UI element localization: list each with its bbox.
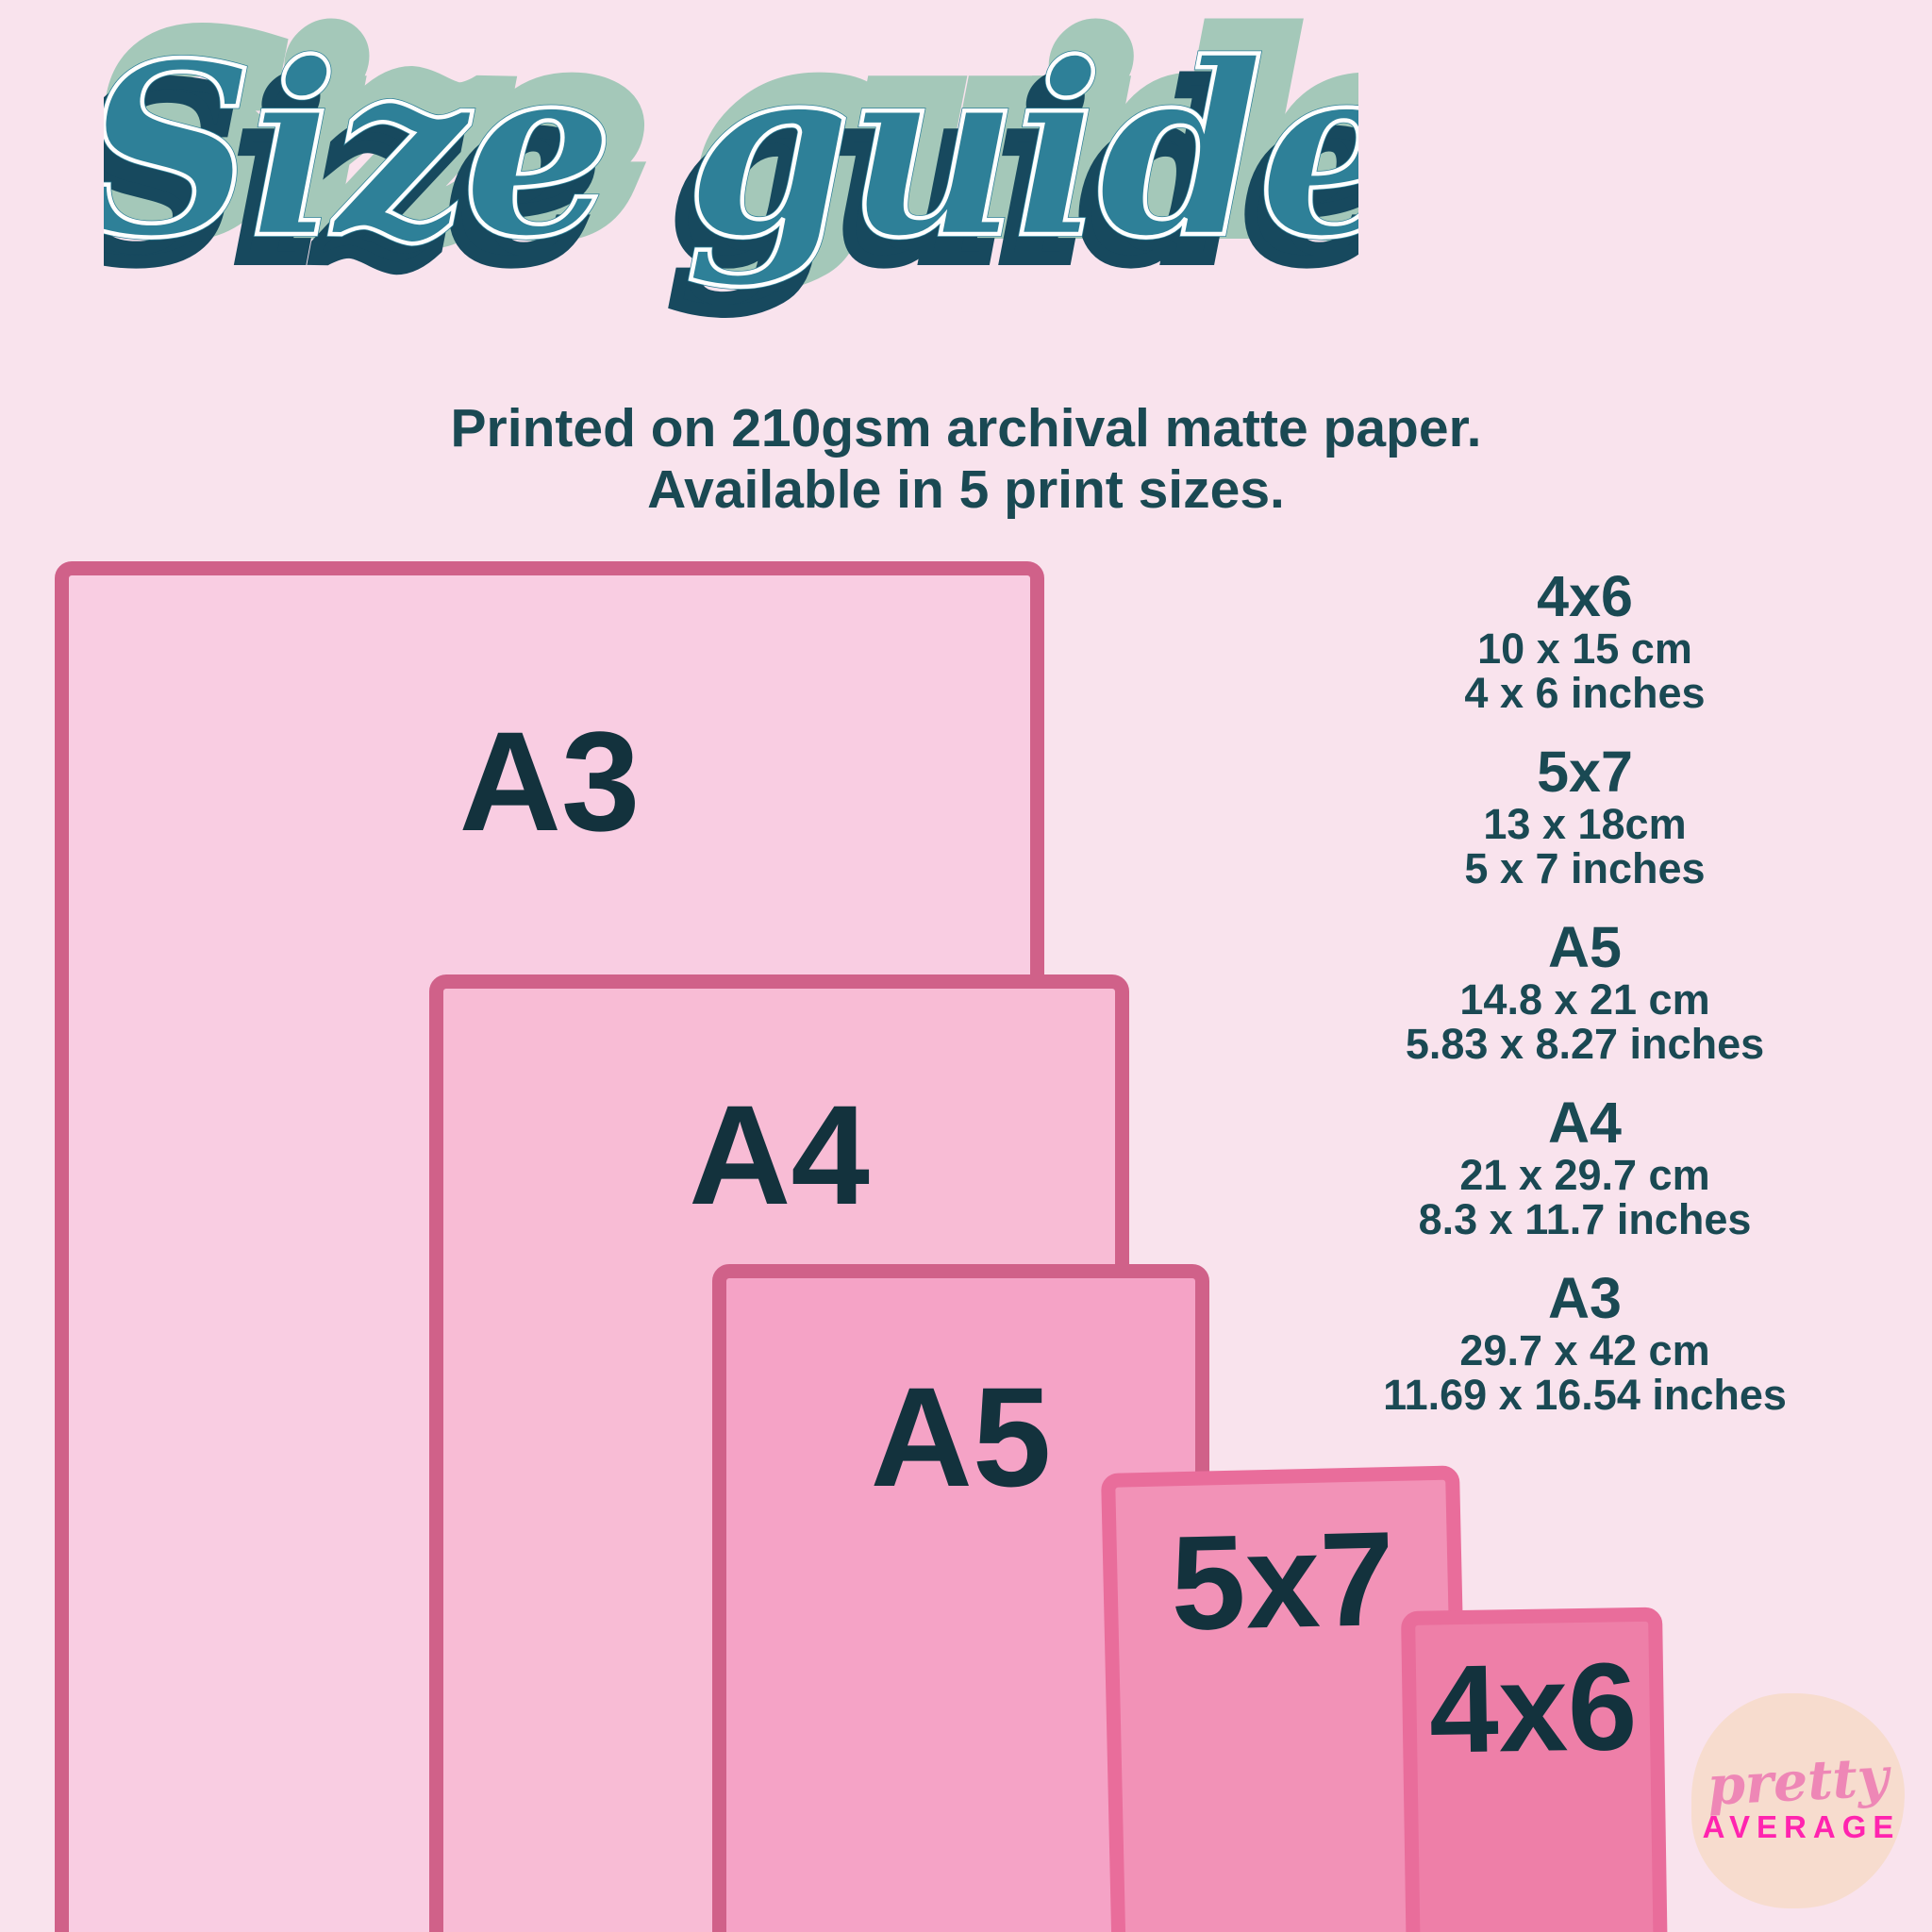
size-name: 4x6 <box>1537 564 1633 628</box>
size-cm: 10 x 15 cm <box>1477 625 1692 673</box>
subtitle-line-2: Available in 5 print sizes. <box>647 458 1285 520</box>
size-item-a5: A5 14.8 x 21 cm 5.83 x 8.27 inches <box>1358 917 1811 1066</box>
size-cm: 29.7 x 42 cm <box>1459 1326 1710 1374</box>
size-inches: 11.69 x 16.54 inches <box>1383 1371 1787 1419</box>
page-title: Size guide <box>104 11 1358 291</box>
sheet-4x6: 4x6 <box>1401 1607 1669 1932</box>
sheet-a4-label: A4 <box>689 1075 870 1234</box>
size-name: A4 <box>1548 1091 1622 1155</box>
size-cm: 21 x 29.7 cm <box>1459 1151 1710 1199</box>
sheet-a5-label: A5 <box>870 1357 1052 1516</box>
title-inline-white: Size guide <box>104 11 1358 291</box>
brand-logo-script: pretty <box>1706 1745 1890 1818</box>
size-item-a3: A3 29.7 x 42 cm 11.69 x 16.54 inches <box>1358 1268 1811 1417</box>
size-cm: 13 x 18cm <box>1483 800 1687 848</box>
size-name: A5 <box>1548 915 1622 979</box>
sheet-4x6-label: 4x6 <box>1427 1637 1639 1779</box>
size-inches: 5.83 x 8.27 inches <box>1405 1020 1765 1068</box>
title-shadow-sage: Size guide <box>104 9 1358 275</box>
size-list: 4x6 10 x 15 cm 4 x 6 inches 5x7 13 x 18c… <box>1358 566 1811 1443</box>
size-item-a4: A4 21 x 29.7 cm 8.3 x 11.7 inches <box>1358 1092 1811 1241</box>
title-shadow-navy: Size guide <box>104 36 1358 315</box>
size-name: A3 <box>1548 1266 1622 1330</box>
size-cm: 14.8 x 21 cm <box>1459 975 1710 1024</box>
size-inches: 5 x 7 inches <box>1464 844 1706 892</box>
size-item-5x7: 5x7 13 x 18cm 5 x 7 inches <box>1358 741 1811 891</box>
size-item-4x6: 4x6 10 x 15 cm 4 x 6 inches <box>1358 566 1811 715</box>
page-title-art: Size guide Size guide Size guide Size gu… <box>104 9 1358 322</box>
brand-logo: pretty AVERAGE <box>1691 1693 1905 1908</box>
sheet-5x7-label: 5x7 <box>1169 1503 1396 1659</box>
sheet-a3-label: A3 <box>458 702 641 860</box>
size-name: 5x7 <box>1537 740 1633 804</box>
size-inches: 4 x 6 inches <box>1464 669 1706 717</box>
subtitle-line-1: Printed on 210gsm archival matte paper. <box>450 398 1482 458</box>
subtitle: Printed on 210gsm archival matte paper. … <box>0 398 1932 521</box>
brand-logo-caps: AVERAGE <box>1702 1809 1901 1844</box>
size-inches: 8.3 x 11.7 inches <box>1418 1195 1752 1243</box>
